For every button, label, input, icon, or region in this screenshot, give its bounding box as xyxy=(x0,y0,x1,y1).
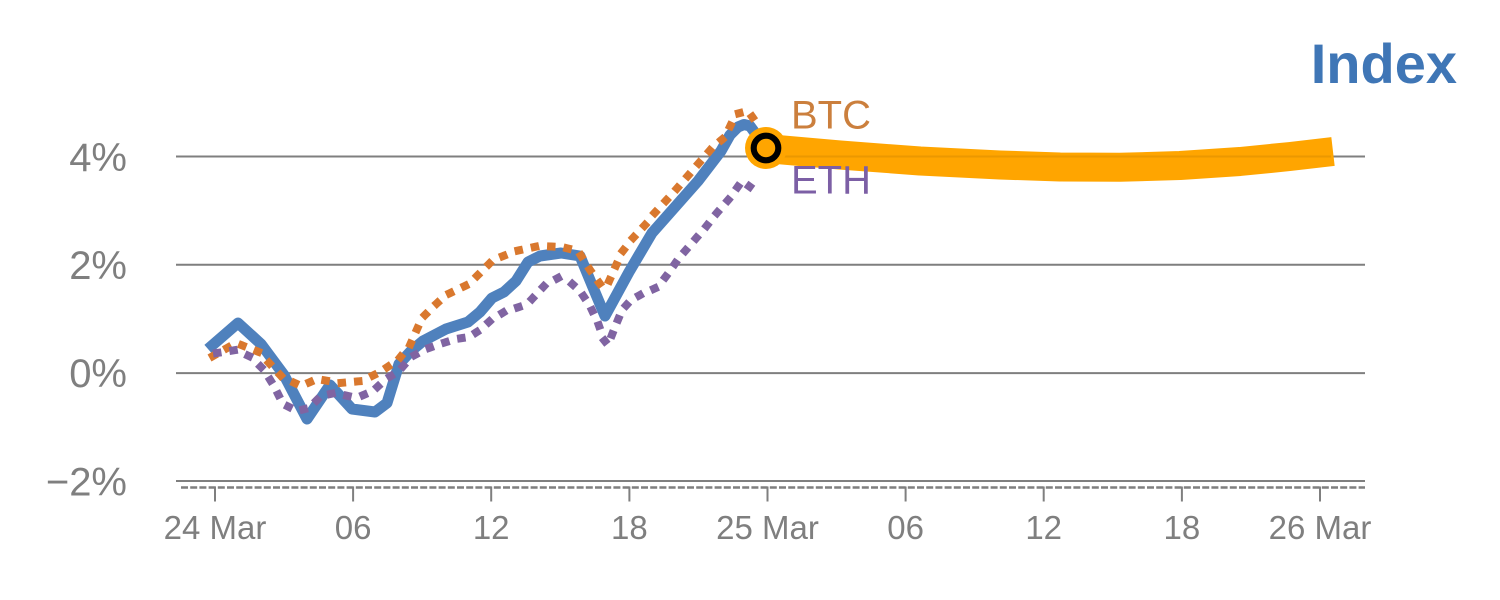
svg-text:4%: 4% xyxy=(69,136,127,180)
svg-text:2%: 2% xyxy=(69,244,127,288)
svg-text:06: 06 xyxy=(887,509,924,546)
svg-text:06: 06 xyxy=(335,509,372,546)
svg-text:−2%: −2% xyxy=(46,461,127,505)
svg-text:0%: 0% xyxy=(69,352,127,396)
svg-text:Index: Index xyxy=(1311,32,1457,95)
svg-text:24 Mar: 24 Mar xyxy=(164,509,267,546)
svg-text:12: 12 xyxy=(473,509,510,546)
svg-text:26 Mar: 26 Mar xyxy=(1269,509,1372,546)
svg-text:12: 12 xyxy=(1025,509,1062,546)
svg-text:BTC: BTC xyxy=(791,94,871,138)
svg-text:ETH: ETH xyxy=(791,159,871,203)
svg-text:25 Mar: 25 Mar xyxy=(716,509,819,546)
svg-text:18: 18 xyxy=(611,509,648,546)
svg-text:18: 18 xyxy=(1164,509,1201,546)
